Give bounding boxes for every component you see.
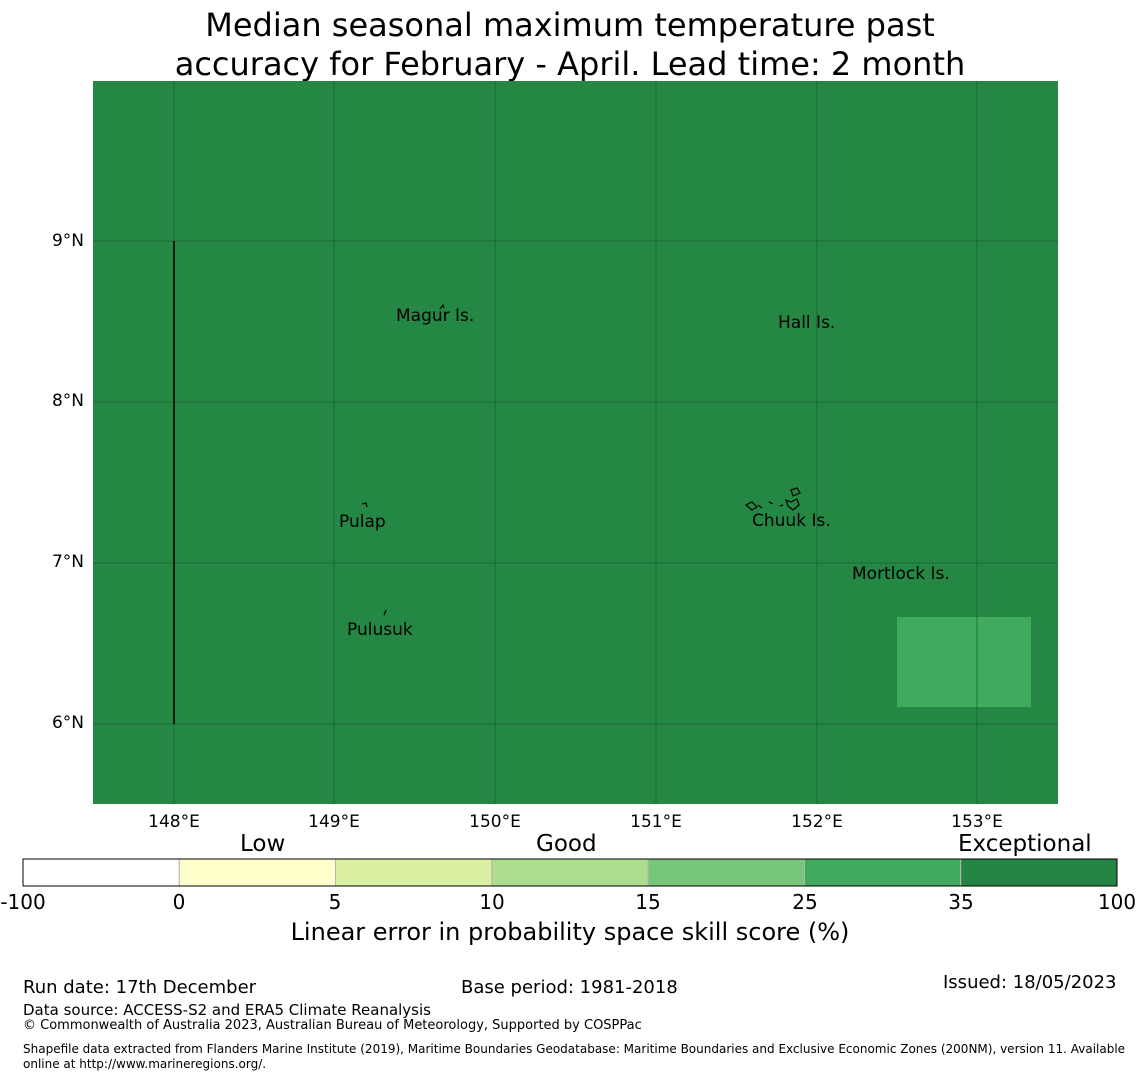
x-tick-148e: 148°E — [148, 812, 200, 832]
shapefile-credit-line-2: online at http://www.marineregions.org/. — [23, 1057, 267, 1071]
x-tick-149e: 149°E — [308, 812, 360, 832]
place-label-chuuk: Chuuk Is. — [752, 511, 831, 531]
colorbar-segment — [803, 858, 962, 887]
colorbar-tick-10: 10 — [479, 890, 505, 914]
colorbar-tick-0: 0 — [172, 890, 186, 914]
colorbar-tick-25: 25 — [792, 890, 818, 914]
place-label-mortlock: Mortlock Is. — [852, 564, 950, 584]
legend-colorbar — [22, 858, 1118, 887]
magur-island-outline — [439, 303, 445, 310]
run-date: Run date: 17th December — [23, 977, 257, 998]
colorbar-axis-label: Linear error in probability space skill … — [290, 918, 850, 946]
colorbar-segment — [178, 858, 337, 887]
colorbar-tick-minus100: -100 — [0, 890, 46, 914]
place-label-pulap: Pulap — [339, 512, 386, 532]
pulap-island-outline — [361, 502, 368, 508]
place-label-magur: Magur Is. — [396, 306, 475, 326]
x-tick-150e: 150°E — [469, 812, 521, 832]
issued-date: Issued: 18/05/2023 — [943, 972, 1117, 993]
shapefile-credit-line-1: Shapefile data extracted from Flanders M… — [23, 1042, 1126, 1056]
base-period: Base period: 1981-2018 — [461, 977, 678, 998]
copyright-notice: © Commonwealth of Australia 2023, Austra… — [23, 1018, 642, 1033]
colorbar-segment — [491, 858, 649, 887]
island-outlines — [361, 303, 801, 616]
colorbar-segment — [960, 858, 1118, 887]
chuuk-lagoon-outline — [744, 487, 801, 511]
colorbar-tick-5: 5 — [328, 890, 342, 914]
map-title-line-1: Median seasonal maximum temperature past — [205, 6, 935, 44]
x-tick-151e: 151°E — [630, 812, 682, 832]
colorbar-frame — [22, 858, 1118, 887]
place-label-pulusuk: Pulusuk — [347, 620, 413, 640]
legend-category-good: Good — [536, 831, 597, 857]
colorbar-segment — [22, 858, 180, 887]
data-source: Data source: ACCESS-S2 and ERA5 Climate … — [23, 1001, 431, 1019]
y-tick-9n: 9°N — [51, 231, 84, 251]
legend-category-low: Low — [240, 831, 286, 857]
y-tick-6n: 6°N — [51, 713, 84, 733]
x-tick-152e: 152°E — [791, 812, 843, 832]
y-tick-7n: 7°N — [51, 552, 84, 572]
colorbar-tick-35: 35 — [948, 890, 974, 914]
skill-score-patch — [897, 617, 1031, 707]
colorbar-tick-15: 15 — [635, 890, 661, 914]
colorbar-segment — [335, 858, 493, 887]
colorbar-segment — [647, 858, 805, 887]
y-tick-8n: 8°N — [51, 391, 84, 411]
place-label-hall: Hall Is. — [778, 313, 836, 333]
colorbar-tick-100: 100 — [1097, 890, 1137, 914]
legend-category-exceptional: Exceptional — [958, 831, 1092, 857]
map-title-line-2: accuracy for February - April. Lead time… — [174, 45, 966, 83]
pulusuk-island-outline — [383, 609, 387, 616]
x-tick-153e: 153°E — [951, 812, 1003, 832]
